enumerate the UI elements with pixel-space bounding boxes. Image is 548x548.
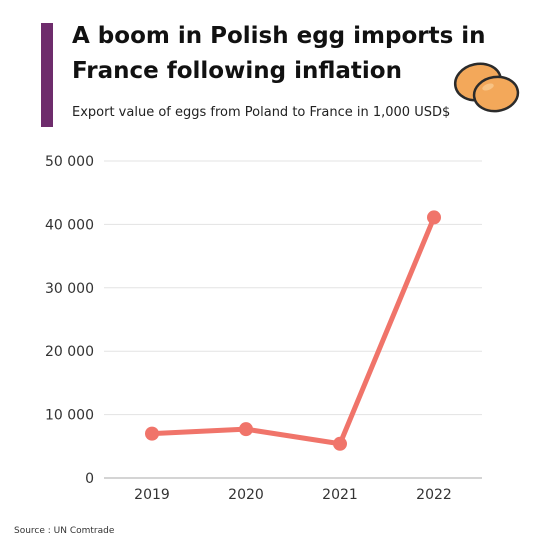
x-tick-label: 2021: [322, 487, 358, 503]
accent-bar: [41, 23, 53, 127]
x-axis-tick-labels: 2019 2020 2021 2022: [134, 487, 452, 503]
y-tick-label: 40 000: [45, 217, 94, 233]
x-tick-label: 2019: [134, 487, 170, 503]
data-point: [427, 210, 441, 225]
y-axis-tick-labels: 0 10 000 20 000 30 000 40 000 50 000: [45, 154, 94, 487]
chart-grid: [104, 160, 482, 416]
x-tick-label: 2022: [416, 487, 452, 503]
chart-subtitle: Export value of eggs from Poland to Fran…: [72, 105, 451, 120]
line-chart: 0 10 000 20 000 30 000 40 000 50 000 2019 2020…: [45, 154, 482, 503]
data-point: [239, 422, 253, 437]
y-tick-label: 10 000: [45, 408, 94, 424]
series-line-group: [145, 210, 441, 451]
y-tick-label: 20 000: [45, 344, 94, 360]
y-tick-label: 0: [85, 471, 94, 487]
series-line: [149, 214, 437, 447]
data-point: [145, 426, 159, 441]
data-point: [333, 436, 347, 451]
y-tick-label: 50 000: [45, 154, 94, 170]
x-tick-label: 2020: [228, 487, 264, 503]
source-note: Source : UN Comtrade: [14, 526, 115, 536]
eggs-icon: [453, 62, 520, 113]
y-tick-label: 30 000: [45, 281, 94, 297]
chart-title: A boom in Polish egg imports in France f…: [72, 23, 486, 84]
